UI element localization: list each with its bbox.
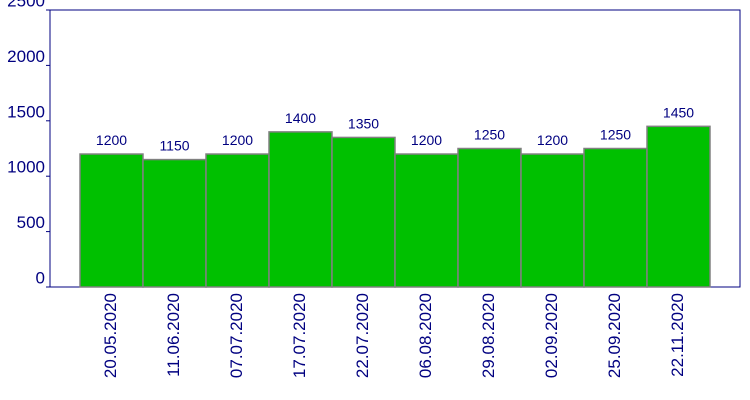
value-label: 1350 xyxy=(348,115,379,131)
value-label: 1450 xyxy=(663,104,694,120)
value-label: 1250 xyxy=(600,127,631,143)
x-tick-label: 29.08.2020 xyxy=(479,293,498,378)
bar xyxy=(394,153,459,288)
value-label: 1200 xyxy=(222,132,253,148)
bar xyxy=(331,136,396,288)
y-tick-label: 0 xyxy=(36,268,45,287)
bar xyxy=(583,147,648,288)
bar xyxy=(457,147,522,288)
x-tick-label: 07.07.2020 xyxy=(227,293,246,378)
bar xyxy=(205,153,270,288)
x-tick-label: 06.08.2020 xyxy=(416,293,435,378)
x-tick-label: 11.06.2020 xyxy=(164,293,183,377)
bar xyxy=(268,131,333,288)
x-tick-label: 02.09.2020 xyxy=(542,293,561,378)
value-label: 1150 xyxy=(159,138,189,154)
y-tick-label: 2000 xyxy=(7,47,45,66)
x-tick-label: 17.07.2020 xyxy=(290,293,309,378)
value-label: 1200 xyxy=(411,132,442,148)
y-tick-label: 1000 xyxy=(7,158,45,177)
value-label: 1250 xyxy=(474,127,505,143)
y-tick-label: 1500 xyxy=(7,102,45,121)
x-tick-label: 22.11.2020 xyxy=(668,293,687,377)
x-tick-label: 25.09.2020 xyxy=(605,293,624,378)
value-label: 1200 xyxy=(96,132,127,148)
bar xyxy=(79,153,144,288)
x-tick-label: 20.05.2020 xyxy=(101,293,120,378)
y-tick-label: 2500 xyxy=(7,0,45,10)
x-tick-label: 22.07.2020 xyxy=(353,293,372,378)
bar xyxy=(646,125,711,288)
value-label: 1400 xyxy=(285,110,316,126)
bar xyxy=(142,158,207,288)
bar xyxy=(520,153,585,288)
y-tick-label: 500 xyxy=(17,213,45,232)
value-label: 1200 xyxy=(537,132,568,148)
